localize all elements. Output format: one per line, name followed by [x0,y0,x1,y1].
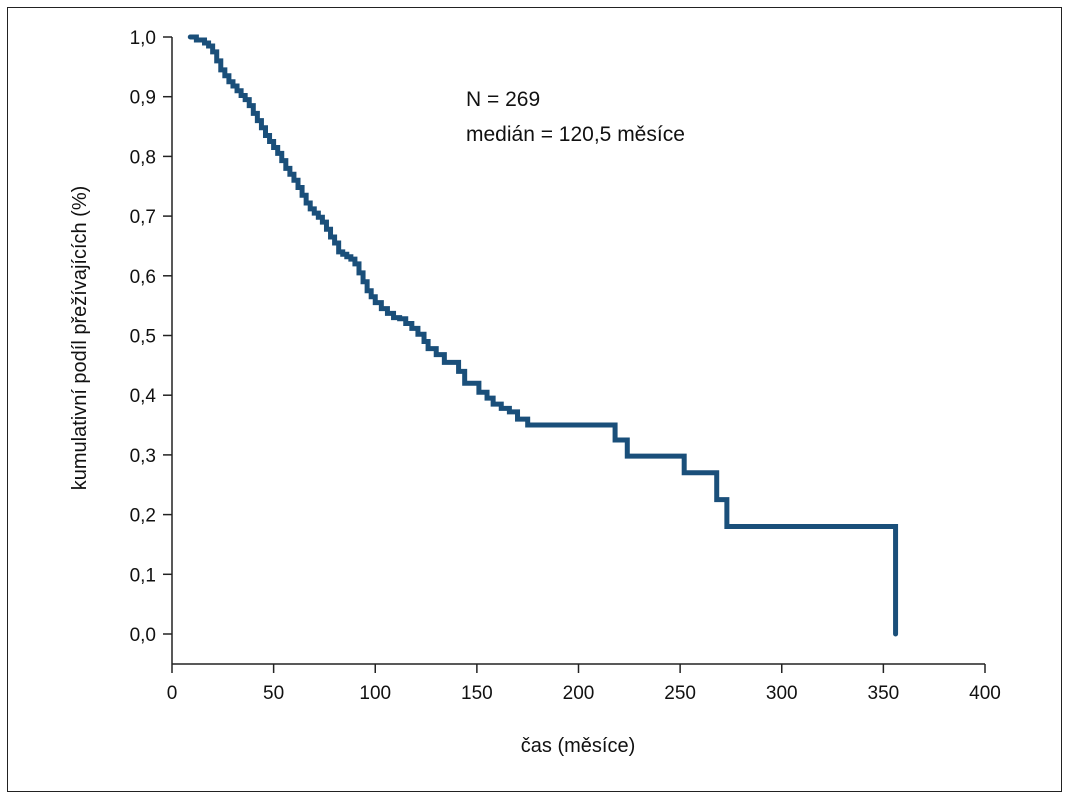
x-tick-label: 0 [167,683,178,704]
y-tick-label: 0,9 [130,88,156,109]
y-tick-label: 0,7 [130,207,156,228]
y-tick-label: 0,8 [130,147,156,168]
y-tick-label: 0,1 [130,565,156,586]
x-tick-label: 250 [664,683,696,704]
ticks: 0 50 100 150 200 250 300 350 400 0,0 0,1 0,2 0,3 0,4 0… [130,28,1001,704]
x-tick-label: 100 [359,683,391,704]
y-tick-label: 0,2 [130,506,156,527]
x-axis-label: čas (měsíce) [521,735,635,757]
x-tick-label: 350 [868,683,900,704]
chart-frame [7,7,1062,792]
y-tick-label: 0,4 [130,386,157,407]
x-tick-label: 50 [263,683,284,704]
x-tick-label: 150 [461,683,493,704]
x-tick-label: 200 [563,683,595,704]
y-tick-label: 1,0 [130,28,156,49]
survival-curve [187,34,899,637]
x-tick-label: 400 [969,683,1001,704]
plot-area [187,34,899,637]
y-tick-label: 0,3 [130,446,156,467]
annotation-median: medián = 120,5 měsíce [466,123,685,146]
annotation-n: N = 269 [466,88,540,111]
y-tick-label: 0,5 [130,327,156,348]
y-axis-label: kumulativní podíl přežívajících (%) [69,186,91,491]
x-tick-label: 300 [766,683,798,704]
y-tick-label: 0,6 [130,267,156,288]
y-tick-label: 0,0 [130,625,156,646]
